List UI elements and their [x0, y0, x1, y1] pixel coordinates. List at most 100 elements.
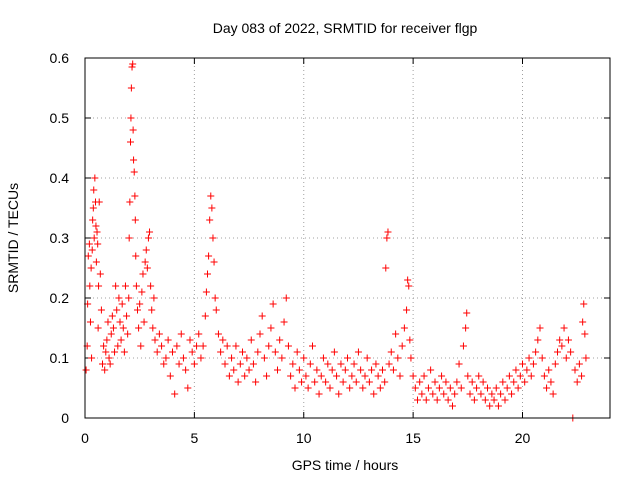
data-point: [120, 348, 128, 356]
data-point: [313, 366, 321, 374]
data-point: [188, 348, 196, 356]
data-point: [221, 360, 229, 368]
data-point: [86, 282, 94, 290]
data-point: [484, 384, 491, 392]
data-point: [217, 348, 225, 356]
data-point: [475, 372, 483, 380]
data-point: [374, 372, 382, 380]
y-tick-label: 0: [61, 410, 69, 426]
data-point: [162, 354, 170, 362]
data-point: [317, 372, 325, 380]
data-point: [409, 372, 417, 380]
data-point: [132, 252, 140, 260]
data-point: [549, 390, 557, 398]
data-point: [125, 234, 133, 242]
data-point: [86, 318, 94, 326]
data-point: [372, 360, 380, 368]
data-point: [556, 336, 564, 344]
data-point: [429, 390, 437, 398]
data-point: [119, 324, 127, 332]
data-point: [136, 300, 144, 308]
data-point: [536, 324, 544, 332]
data-point: [126, 198, 134, 206]
data-point: [94, 240, 102, 248]
data-point: [470, 396, 478, 404]
data-point: [394, 354, 402, 362]
data-point: [457, 384, 465, 392]
data-point: [142, 246, 150, 254]
data-point: [118, 300, 126, 308]
data-point: [418, 390, 426, 398]
data-point: [151, 336, 159, 344]
data-point: [106, 360, 114, 368]
data-point: [525, 354, 533, 362]
data-point: [175, 360, 183, 368]
data-point: [149, 324, 157, 332]
data-point: [85, 240, 93, 248]
data-point: [100, 342, 108, 350]
data-point: [396, 372, 404, 380]
data-point: [503, 384, 511, 392]
data-point: [319, 354, 327, 362]
data-point: [88, 354, 96, 362]
data-point: [427, 366, 435, 374]
data-point: [113, 306, 121, 314]
data-point: [558, 342, 566, 350]
data-point: [580, 300, 588, 308]
data-point: [144, 234, 152, 242]
data-point: [540, 372, 548, 380]
data-point: [505, 372, 513, 380]
data-point: [127, 138, 134, 146]
data-point: [350, 360, 358, 368]
data-point: [444, 396, 452, 404]
data-point: [104, 318, 112, 326]
data-point: [582, 354, 590, 362]
data-point: [146, 228, 154, 236]
data-point: [442, 378, 450, 386]
data-point: [532, 348, 540, 356]
data-point: [330, 348, 338, 356]
data-point: [420, 372, 428, 380]
data-point: [575, 360, 583, 368]
y-tick-label: 0.4: [50, 170, 70, 186]
data-point: [141, 258, 149, 266]
data-point: [527, 372, 535, 380]
data-point: [440, 390, 448, 398]
data-point: [293, 348, 301, 356]
data-point: [333, 372, 341, 380]
data-point: [150, 294, 158, 302]
data-point: [488, 390, 496, 398]
data-point: [197, 354, 205, 362]
data-point: [93, 228, 101, 236]
data-point: [131, 192, 139, 200]
data-point: [127, 84, 135, 92]
data-point: [269, 300, 277, 308]
y-tick-label: 0.3: [50, 230, 70, 246]
data-point: [406, 336, 414, 344]
y-tick-label: 0.5: [50, 110, 70, 126]
data-point: [263, 372, 271, 380]
data-point: [147, 282, 155, 290]
data-point: [449, 402, 456, 410]
data-point: [424, 384, 432, 392]
data-point: [243, 354, 251, 362]
data-point: [551, 360, 559, 368]
data-point: [567, 348, 575, 356]
data-point: [363, 354, 371, 362]
data-point: [282, 294, 290, 302]
data-point: [384, 228, 392, 236]
data-point: [158, 342, 166, 350]
data-point: [230, 366, 238, 374]
data-point: [562, 354, 570, 362]
data-point: [137, 342, 145, 350]
data-point: [304, 384, 312, 392]
data-point: [538, 354, 546, 362]
data-point: [97, 306, 105, 314]
data-point: [182, 366, 190, 374]
data-point: [236, 360, 244, 368]
data-point: [204, 270, 211, 278]
data-point: [265, 342, 273, 350]
data-point: [431, 378, 439, 386]
data-point: [543, 384, 551, 392]
x-axis-label: GPS time / hours: [292, 457, 399, 473]
